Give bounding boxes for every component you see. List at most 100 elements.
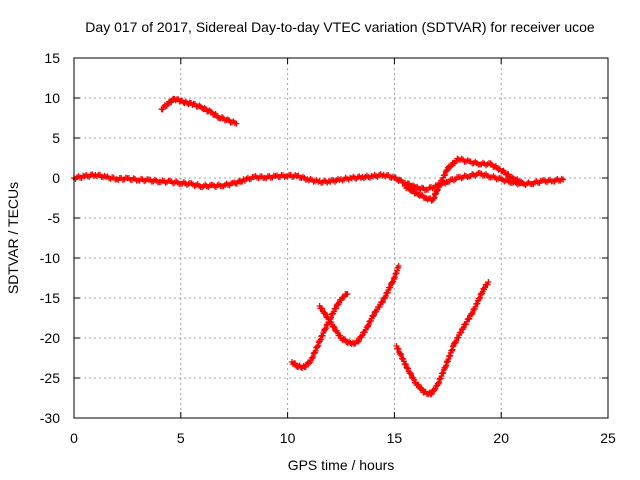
x-tick-label: 10 [280,430,296,446]
data-point [495,166,502,173]
data-point [355,337,362,344]
data-point [398,352,405,359]
data-point [469,309,476,316]
data-point [359,332,366,339]
data-point [333,305,340,312]
data-point [189,102,196,109]
series-main-trace-a [71,169,567,194]
y-tick-label: -30 [40,410,60,426]
x-tick-label: 20 [493,430,509,446]
x-tick-label: 5 [177,430,185,446]
data-point [477,294,484,301]
data-point [476,295,483,302]
data-point [387,284,394,291]
y-tick-label: 5 [52,130,60,146]
plot-frame [73,57,609,419]
data-point [331,324,338,331]
series-dip-15-20 [393,279,492,398]
data-point [466,315,473,322]
chart-title: Day 017 of 2017, Sidereal Day-to-day VTE… [85,19,595,35]
data-point [411,376,418,383]
data-point [390,275,397,282]
data-point [408,371,415,378]
data-point [457,329,464,336]
data-point [386,284,393,291]
data-point [379,298,386,305]
data-point [370,313,377,320]
data-point [395,177,402,184]
data-point [365,321,372,328]
data-point [379,299,386,306]
data-point [402,361,409,368]
data-point [319,305,326,312]
data-point [305,360,312,367]
y-tick-label: 0 [52,170,60,186]
series-dip-11-15 [316,263,402,348]
x-tick-label: 15 [387,430,403,446]
data-point [409,186,416,193]
data-point [460,324,467,331]
data-point [485,279,492,285]
series-early-arc [158,95,240,127]
y-tick-label: -20 [40,330,60,346]
data-point [491,163,498,170]
data-point [487,160,494,167]
data-point [337,332,344,339]
y-tick-label: -25 [40,370,60,386]
data-point [328,319,335,326]
y-axis-label: SDTVAR / TECUs [5,182,21,294]
data-point [560,176,567,183]
data-point [444,167,451,174]
data-point [415,382,422,389]
data-point [384,289,391,296]
data-point [437,180,444,187]
data-point [434,187,441,194]
data-point [233,120,240,127]
series-main-trace-b [402,155,526,204]
data-point [344,291,351,297]
data-point [481,284,488,291]
x-tick-label: 25 [600,430,616,446]
axis-ticks: 0 5 10 15 20 25 15 10 5 0 -5 -10 -15 -20 -25 -30 [40,50,616,446]
data-point [236,177,243,184]
data-point [519,179,526,186]
data-point [453,337,460,344]
data-point [447,164,454,171]
data-point [370,312,377,319]
data-point [448,162,455,169]
data-point [474,300,481,307]
data-point [434,186,441,193]
x-axis-label: GPS time / hours [288,457,395,473]
data-points [71,95,567,398]
data-point [302,363,309,370]
data-point [472,303,479,310]
x-tick-label: 0 [70,430,78,446]
data-point [231,179,238,186]
data-point [330,323,337,330]
data-point [428,390,435,397]
data-point [376,303,383,310]
data-point [518,178,525,185]
y-tick-label: -5 [48,210,61,226]
data-point [400,358,407,365]
data-point [404,365,411,372]
data-point [432,385,439,392]
data-point [395,346,402,353]
data-point [407,369,414,376]
y-tick-label: 15 [44,50,60,66]
data-point [322,310,329,317]
data-point [395,263,402,269]
data-point [442,171,449,178]
data-point [355,338,362,345]
data-point [416,193,423,200]
y-tick-label: -10 [40,250,60,266]
y-tick-label: -15 [40,290,60,306]
y-tick-label: 10 [44,90,60,106]
data-point [340,294,347,301]
data-point [207,108,214,115]
data-point [382,293,389,300]
data-point [201,105,208,112]
data-point [330,308,337,315]
